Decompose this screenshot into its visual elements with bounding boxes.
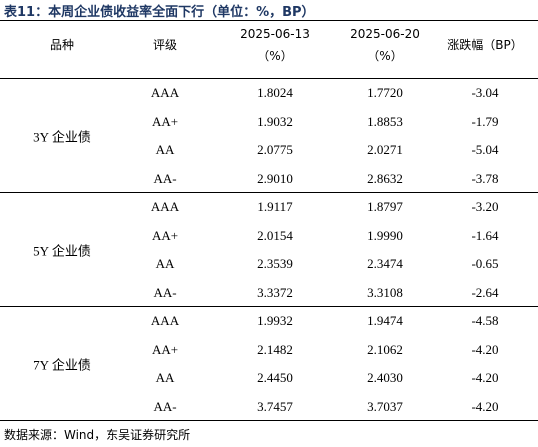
rating: AA+	[151, 227, 179, 243]
rating: AAA	[150, 85, 180, 100]
header-rule	[0, 78, 538, 79]
rating: AA-	[153, 398, 177, 414]
yield-prev: 2.3539	[257, 256, 293, 271]
change-bp: -3.04	[471, 85, 499, 100]
group-label: 7Y 企业债	[33, 357, 91, 373]
change-bp: -4.20	[471, 341, 499, 357]
group-label: 3Y 企业债	[33, 129, 91, 145]
rating: AA+	[151, 113, 179, 129]
yield-curr: 3.3108	[367, 284, 403, 300]
table-title: 表11：本周企业债收益率全面下行（单位：%，BP）	[4, 5, 315, 20]
change-bp: -1.64	[471, 227, 499, 243]
change-bp: -2.64	[471, 284, 499, 300]
yield-prev: 2.0154	[257, 227, 293, 243]
yield-prev: 1.9932	[257, 313, 293, 328]
bottom-rule	[0, 420, 538, 421]
rating: AA	[155, 370, 175, 385]
yield-curr: 2.3474	[367, 256, 403, 271]
group-rule	[0, 306, 538, 307]
yield-curr: 2.8632	[367, 170, 403, 186]
source-note: 数据来源：Wind，东吴证券研究所	[4, 428, 191, 442]
change-bp: -3.78	[471, 170, 499, 186]
column-header: （%）	[367, 49, 403, 63]
change-bp: -4.58	[471, 313, 499, 328]
yield-prev: 3.3372	[257, 284, 293, 300]
column-header: 品种	[49, 38, 75, 52]
column-header: （%）	[257, 49, 293, 63]
rating: AAA	[150, 199, 180, 214]
rating: AA-	[153, 170, 177, 186]
yield-curr: 3.7037	[367, 398, 403, 414]
yield-prev: 2.1482	[257, 341, 293, 357]
rating: AAA	[150, 313, 180, 328]
change-bp: -0.65	[471, 256, 499, 271]
yield-curr: 1.9990	[367, 227, 403, 243]
change-bp: -4.20	[471, 398, 499, 414]
yield-prev: 3.7457	[257, 398, 293, 414]
yield-curr: 2.1062	[367, 341, 403, 357]
yield-prev: 1.9117	[257, 199, 293, 214]
change-bp: -1.79	[471, 113, 499, 129]
yield-curr: 2.4030	[367, 370, 403, 385]
rating: AA	[155, 256, 175, 271]
column-header: 评级	[152, 38, 178, 52]
change-bp: -4.20	[471, 370, 499, 385]
rating: AA	[155, 142, 175, 157]
yield-prev: 2.4450	[257, 370, 293, 385]
yield-curr: 1.9474	[367, 313, 403, 328]
group-label: 5Y 企业债	[33, 243, 91, 259]
rating: AA+	[151, 341, 179, 357]
group-rule	[0, 192, 538, 193]
column-header: 2025-06-20	[350, 27, 420, 41]
yield-prev: 1.8024	[257, 85, 293, 100]
column-header: 涨跌幅（BP）	[447, 38, 523, 52]
change-bp: -3.20	[471, 199, 499, 214]
yield-curr: 1.7720	[367, 85, 403, 100]
yield-prev: 2.9010	[257, 170, 293, 186]
yield-curr: 1.8797	[367, 199, 403, 214]
rating: AA-	[153, 284, 177, 300]
yield-curr: 1.8853	[367, 113, 403, 129]
column-header: 2025-06-13	[240, 27, 310, 41]
change-bp: -5.04	[471, 142, 499, 157]
yield-prev: 2.0775	[257, 142, 293, 157]
yield-prev: 1.9032	[257, 113, 293, 129]
yield-curr: 2.0271	[367, 142, 403, 157]
top-rule	[0, 20, 538, 21]
